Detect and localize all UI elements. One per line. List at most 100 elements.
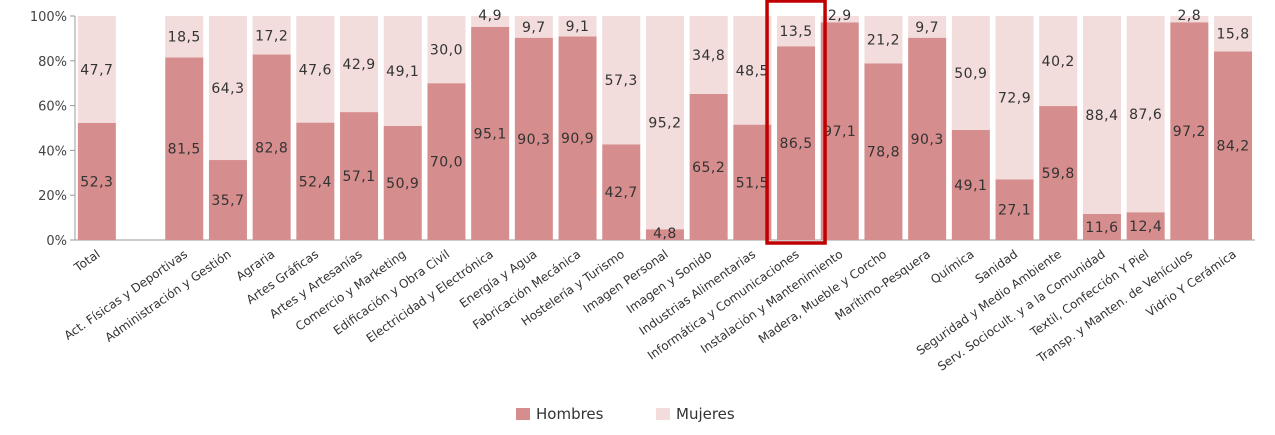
bar-mujeres [165, 16, 204, 58]
value-label-hombres: 35,7 [211, 193, 244, 209]
legend-label-hombres: Hombres [536, 405, 604, 423]
value-label-hombres: 49,1 [954, 178, 987, 194]
value-label-mujeres: 34,8 [692, 48, 725, 64]
y-tick-label: 100% [30, 10, 67, 25]
bar-hombres [1170, 22, 1209, 240]
bar-hombres [340, 112, 379, 240]
bar-hombres [908, 37, 947, 241]
value-label-hombres: 11,6 [1085, 220, 1118, 236]
bar-hombres [252, 54, 291, 240]
bar-hombres [471, 26, 510, 241]
value-label-mujeres: 49,1 [386, 64, 419, 80]
value-label-hombres: 84,2 [1216, 139, 1249, 155]
y-tick-label: 40% [38, 144, 67, 159]
bars [77, 16, 1253, 241]
bar-mujeres [602, 16, 641, 145]
y-tick-label: 80% [38, 55, 67, 70]
value-label-hombres: 70,0 [430, 155, 463, 171]
bar-mujeres [471, 16, 510, 27]
bar-mujeres [340, 16, 379, 113]
bar-hombres [1039, 106, 1078, 240]
value-label-hombres: 52,4 [299, 174, 332, 190]
value-label-mujeres: 72,9 [998, 91, 1031, 107]
category-label: Química [928, 247, 976, 287]
bar-mujeres [908, 16, 947, 38]
value-label-hombres: 57,1 [342, 169, 375, 185]
value-label-hombres: 90,9 [561, 131, 594, 147]
bar-mujeres [1039, 16, 1078, 107]
bar-mujeres [558, 16, 597, 37]
bar-mujeres [1214, 16, 1253, 52]
value-label-mujeres: 57,3 [605, 73, 638, 89]
bar-hombres [645, 229, 684, 240]
bar-hombres [558, 36, 597, 240]
value-label-hombres: 59,8 [1042, 166, 1075, 182]
value-label-mujeres: 21,2 [867, 33, 900, 49]
value-label-hombres: 12,4 [1129, 219, 1162, 235]
bar-mujeres [995, 16, 1034, 180]
bar-hombres [864, 63, 903, 240]
bar-hombres [77, 122, 116, 240]
value-label-mujeres: 4,9 [478, 8, 502, 24]
value-label-mujeres: 9,1 [566, 19, 590, 35]
value-label-hombres: 90,3 [911, 132, 944, 148]
value-label-hombres: 42,7 [605, 185, 638, 201]
value-label-mujeres: 47,7 [80, 62, 113, 78]
value-label-hombres: 27,1 [998, 203, 1031, 219]
bar-mujeres [383, 16, 422, 126]
value-label-hombres: 4,8 [653, 226, 677, 242]
bar-mujeres [208, 16, 247, 161]
value-label-hombres: 97,2 [1173, 124, 1206, 140]
bar-hombres [602, 144, 641, 240]
value-label-mujeres: 2,9 [828, 8, 852, 24]
y-tick-label: 0% [46, 234, 67, 249]
y-tick-label: 60% [38, 100, 67, 115]
value-labels: 52,3 47,7 81,5 18,5 35,7 64,3 82,8 17,2 52,4 47,6… [80, 8, 1249, 242]
value-label-hombres: 65,2 [692, 160, 725, 176]
value-label-hombres: 52,3 [80, 174, 113, 190]
value-label-mujeres: 88,4 [1085, 108, 1118, 124]
value-label-mujeres: 18,5 [168, 30, 201, 46]
value-label-mujeres: 47,6 [299, 62, 332, 78]
bar-mujeres [514, 16, 553, 38]
value-label-hombres: 86,5 [779, 136, 812, 152]
bar-hombres [951, 130, 990, 240]
value-label-mujeres: 95,2 [648, 116, 681, 132]
bar-mujeres [1082, 16, 1121, 215]
bar-mujeres [864, 16, 903, 64]
legend-label-mujeres: Mujeres [676, 405, 735, 423]
value-label-mujeres: 15,8 [1216, 27, 1249, 43]
value-label-mujeres: 50,9 [954, 66, 987, 82]
legend: Hombres Mujeres [516, 405, 735, 423]
bar-hombres [383, 125, 422, 240]
value-label-hombres: 97,1 [823, 124, 856, 140]
bar-mujeres [733, 16, 772, 125]
value-label-mujeres: 30,0 [430, 43, 463, 59]
bar-hombres [995, 179, 1034, 240]
bar-mujeres [296, 16, 335, 123]
bar-hombres [733, 124, 772, 240]
bar-hombres [1082, 214, 1121, 240]
bar-mujeres [427, 16, 466, 84]
bar-mujeres [77, 16, 116, 123]
category-label: Total [71, 247, 103, 275]
value-label-hombres: 95,1 [474, 126, 507, 142]
legend-swatch-mujeres [656, 408, 670, 420]
value-label-hombres: 81,5 [168, 142, 201, 158]
bar-hombres [820, 22, 859, 240]
bar-hombres [777, 46, 816, 240]
bar-mujeres [777, 16, 816, 47]
bar-mujeres [252, 16, 291, 55]
value-label-mujeres: 48,5 [736, 63, 769, 79]
value-label-hombres: 78,8 [867, 145, 900, 161]
bar-hombres [296, 122, 335, 240]
bar-hombres [165, 57, 204, 240]
value-label-mujeres: 2,8 [1177, 8, 1201, 24]
value-label-mujeres: 42,9 [342, 57, 375, 73]
bar-hombres [689, 93, 728, 241]
bar-mujeres [1126, 16, 1165, 213]
bar-mujeres [820, 16, 859, 23]
value-label-mujeres: 13,5 [779, 24, 812, 40]
